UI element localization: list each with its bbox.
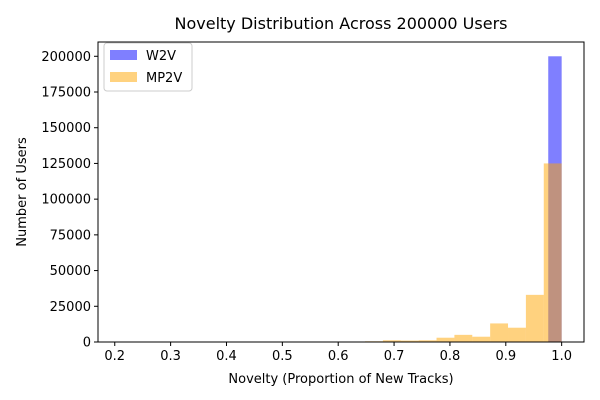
x-axis: 0.2 0.3 0.4 0.5 0.6 0.7 0.8 0.9 1.0 xyxy=(104,342,572,364)
histogram-bar xyxy=(543,163,562,342)
legend: W2V MP2V xyxy=(103,42,193,92)
y-tick-label: 175000 xyxy=(41,86,91,101)
histogram-bar xyxy=(418,340,437,342)
y-tick-label: 25000 xyxy=(50,300,91,315)
plot-frame xyxy=(97,41,585,343)
y-axis-title: Number of Users xyxy=(15,137,30,247)
y-tick-label: 125000 xyxy=(41,157,91,172)
y-tick-label: 0 xyxy=(83,336,91,351)
histogram-bar xyxy=(472,336,491,342)
histogram-bar xyxy=(490,323,509,342)
histogram-bar xyxy=(436,337,455,342)
y-tick-label: 150000 xyxy=(41,121,91,136)
legend-label-mp2v: MP2V xyxy=(146,71,182,86)
x-tick-label: 0.2 xyxy=(104,349,125,364)
histogram-bar xyxy=(382,340,401,342)
series-mp2v xyxy=(311,163,562,342)
histogram-bar xyxy=(508,327,526,342)
y-tick-label: 50000 xyxy=(50,264,91,279)
x-tick-label: 0.4 xyxy=(216,349,237,364)
y-tick-label: 200000 xyxy=(41,50,91,65)
legend-swatch-w2v xyxy=(110,50,137,60)
x-tick-label: 1.0 xyxy=(551,349,572,364)
x-tick-label: 0.3 xyxy=(160,349,181,364)
x-axis-title: Novelty (Proportion of New Tracks) xyxy=(228,372,453,387)
histogram-bar xyxy=(400,340,419,342)
x-tick-label: 0.6 xyxy=(328,349,349,364)
x-tick-label: 0.7 xyxy=(384,349,405,364)
chart-title: Novelty Distribution Across 200000 Users xyxy=(175,14,508,33)
legend-swatch-mp2v xyxy=(110,72,137,82)
legend-label-w2v: W2V xyxy=(146,49,176,64)
y-axis: 0 25000 50000 75000 100000 125000 150000 175000… xyxy=(41,50,98,351)
y-tick-label: 100000 xyxy=(41,193,91,208)
histogram-bar xyxy=(525,294,544,342)
x-tick-label: 0.5 xyxy=(272,349,293,364)
x-tick-label: 0.9 xyxy=(495,349,516,364)
plot-area xyxy=(311,56,562,343)
x-tick-label: 0.8 xyxy=(440,349,461,364)
histogram-bar xyxy=(454,334,473,342)
y-tick-label: 75000 xyxy=(50,228,91,243)
